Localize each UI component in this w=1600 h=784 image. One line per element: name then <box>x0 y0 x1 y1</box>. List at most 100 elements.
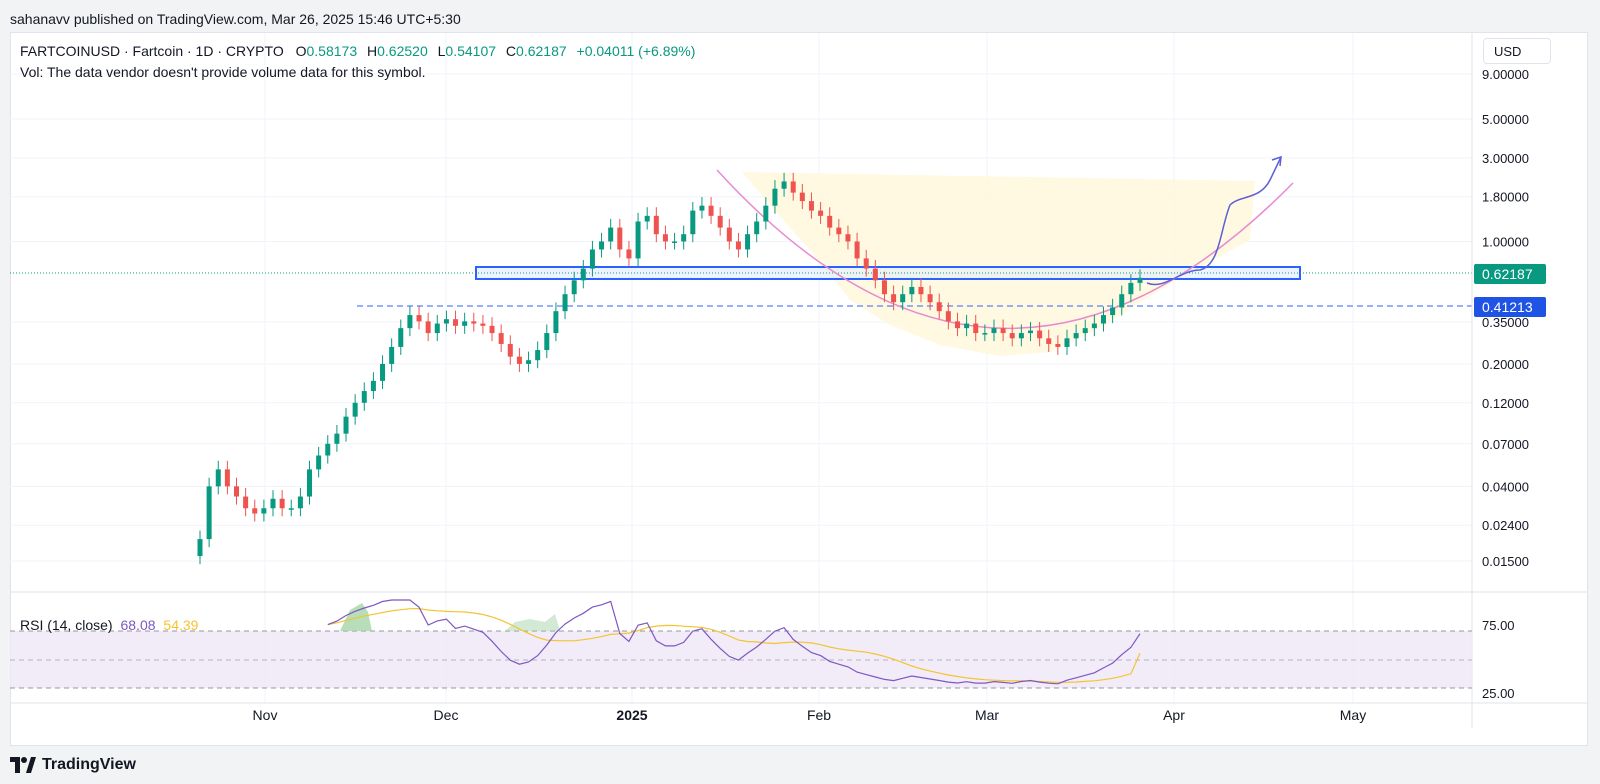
rsi-overbought-fill <box>340 603 372 631</box>
candle-body <box>954 321 960 329</box>
candle-body <box>845 234 851 242</box>
candle-body <box>964 323 970 329</box>
candle-body <box>936 302 942 312</box>
candle-body <box>982 333 988 335</box>
candle-body <box>918 286 924 295</box>
candle-body <box>416 315 422 322</box>
high-label: H <box>367 43 378 59</box>
candle-body <box>553 311 559 334</box>
candle-body <box>589 249 595 269</box>
price-axis-tick-11: 0.01500 <box>1482 554 1529 569</box>
high-value: 0.62520 <box>377 43 428 59</box>
currency-selector[interactable]: USD <box>1483 38 1551 64</box>
candle-body <box>580 268 586 281</box>
candle-body <box>1046 338 1052 344</box>
candle-body <box>453 319 459 326</box>
candle-body <box>307 469 313 497</box>
candle-body <box>644 215 650 222</box>
candle-body <box>526 360 532 364</box>
candle-body <box>818 210 824 216</box>
rsi-legend: RSI (14, close) 68.08 54.39 <box>20 617 198 633</box>
price-axis-tick-7: 0.12000 <box>1482 396 1529 411</box>
low-label: L <box>437 43 446 59</box>
candle-body <box>1091 323 1097 329</box>
open-label: O <box>295 43 307 59</box>
projection-arrowhead <box>1271 155 1282 167</box>
candle-body <box>872 268 878 281</box>
candle-body <box>836 227 842 235</box>
time-axis-tick-5: Apr <box>1163 707 1185 723</box>
candle-body <box>909 286 915 295</box>
candle-body <box>343 416 349 434</box>
price-axis-tick-9: 0.04000 <box>1482 479 1529 494</box>
candle-body <box>726 227 732 242</box>
candle-body <box>352 402 358 417</box>
candle-body <box>370 380 376 392</box>
change-value: +0.04011 (+6.89%) <box>576 43 696 59</box>
candle-body <box>635 221 641 259</box>
candle-body <box>1055 343 1061 347</box>
rsi-axis-tick-75: 75.00 <box>1482 618 1515 633</box>
candle-body <box>754 221 760 235</box>
open-value: 0.58173 <box>306 43 358 59</box>
rsi-value: 68.08 <box>120 617 156 633</box>
projection-arrow-path <box>1146 156 1282 286</box>
candle-body <box>708 205 714 216</box>
candle-body <box>1009 333 1015 339</box>
candle-body <box>215 469 221 487</box>
candle-body <box>398 328 404 347</box>
candle-body <box>599 241 605 250</box>
candle-body <box>498 333 504 344</box>
candle-body <box>900 294 906 303</box>
candle-body <box>471 321 477 324</box>
close-value: 0.62187 <box>516 43 567 59</box>
symbol-legend: FARTCOINUSD · Fartcoin · 1D · CRYPTO O0.… <box>20 43 701 59</box>
candle-body <box>1137 277 1143 283</box>
candle-body <box>690 210 696 235</box>
candle-body <box>197 539 203 557</box>
price-axis-tick-2: 3.00000 <box>1482 151 1529 166</box>
candle-body <box>288 508 294 510</box>
candle-body <box>1119 294 1125 308</box>
chart-panel[interactable] <box>10 32 1588 746</box>
candle-body <box>927 294 933 303</box>
candle-body <box>261 508 267 514</box>
rsi-label: RSI (14, close) <box>20 617 113 633</box>
candle-body <box>1037 330 1043 339</box>
price-axis-tick-1: 5.00000 <box>1482 112 1529 127</box>
candle-body <box>854 241 860 259</box>
candle-body <box>772 188 778 206</box>
candle-body <box>653 215 659 235</box>
time-axis-tick-2: 2025 <box>616 707 647 723</box>
candle-body <box>334 433 340 444</box>
candle-body <box>735 241 741 250</box>
current-price-tag <box>1474 264 1546 284</box>
candle-body <box>507 343 513 357</box>
tradingview-logo[interactable]: TradingView <box>10 756 136 774</box>
candle-body <box>571 280 577 295</box>
candle-body <box>1018 333 1024 339</box>
candle-body <box>234 486 240 497</box>
candle-body <box>544 333 550 351</box>
close-label: C <box>505 43 517 59</box>
price-axis-tick-0: 9.00000 <box>1482 67 1529 82</box>
time-axis-tick-6: May <box>1340 707 1366 723</box>
candle-body <box>443 319 449 324</box>
candle-body <box>881 280 887 295</box>
price-axis: 9.00000 5.00000 3.00000 1.80000 1.00000 0.350… <box>1482 67 1529 569</box>
candle-body <box>781 181 787 189</box>
rsi-line <box>327 599 1141 685</box>
candle-body <box>717 215 723 228</box>
price-axis-tick-3: 1.80000 <box>1482 190 1529 205</box>
candles-group <box>197 172 1143 565</box>
candle-body <box>279 498 285 509</box>
price-axis-tick-6: 0.20000 <box>1482 357 1529 372</box>
price-axis-tick-5: 0.35000 <box>1482 315 1529 330</box>
candle-body <box>562 294 568 312</box>
cup-fill-area <box>742 172 1255 356</box>
candle-body <box>1082 328 1088 334</box>
price-grid <box>10 33 1472 703</box>
candle-body <box>462 321 468 326</box>
candle-body <box>608 227 614 242</box>
